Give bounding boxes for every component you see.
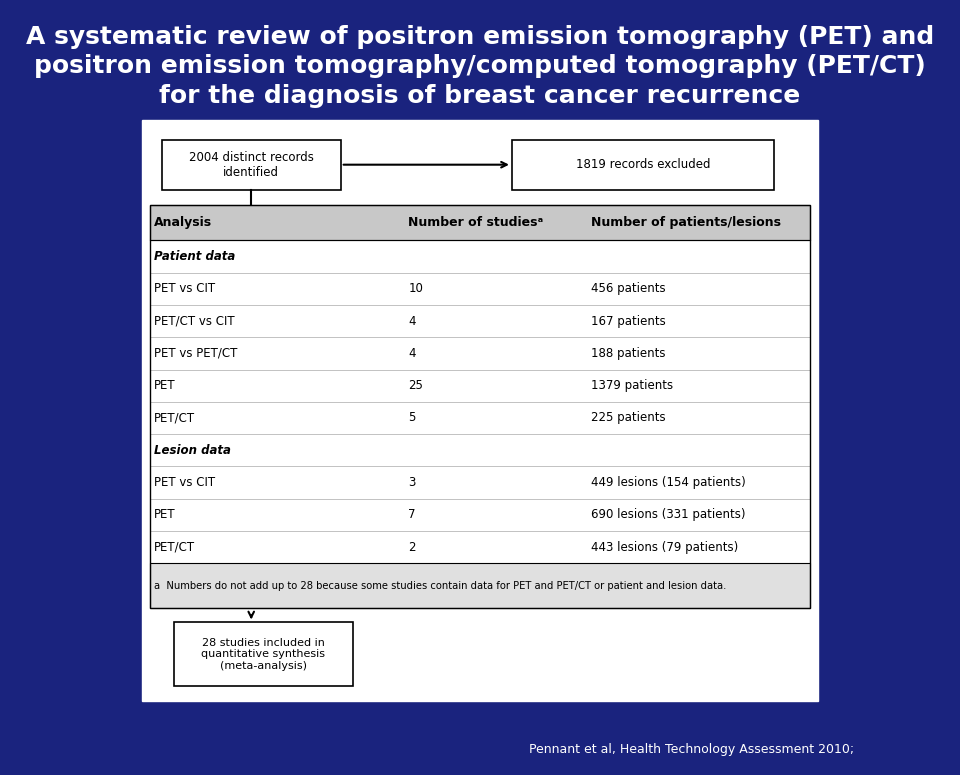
Text: PET vs CIT: PET vs CIT — [154, 282, 215, 295]
Text: 7: 7 — [408, 508, 416, 522]
FancyBboxPatch shape — [161, 140, 341, 190]
Text: Number of studiesᵃ: Number of studiesᵃ — [408, 216, 543, 229]
Text: 2: 2 — [408, 541, 416, 554]
Text: 4: 4 — [408, 347, 416, 360]
Text: for the diagnosis of breast cancer recurrence: for the diagnosis of breast cancer recur… — [159, 84, 801, 108]
Text: PET vs CIT: PET vs CIT — [154, 476, 215, 489]
Text: 1379 patients: 1379 patients — [591, 379, 674, 392]
Text: PET/CT: PET/CT — [154, 541, 195, 554]
FancyBboxPatch shape — [150, 563, 810, 608]
Text: 10: 10 — [408, 282, 423, 295]
FancyBboxPatch shape — [174, 622, 352, 686]
Text: 443 lesions (79 patients): 443 lesions (79 patients) — [591, 541, 738, 554]
Text: 5: 5 — [408, 412, 416, 425]
Text: 449 lesions (154 patients): 449 lesions (154 patients) — [591, 476, 746, 489]
Text: Lesion data: Lesion data — [154, 444, 230, 456]
FancyBboxPatch shape — [142, 120, 818, 701]
FancyBboxPatch shape — [150, 205, 810, 240]
Text: Analysis: Analysis — [154, 216, 212, 229]
Text: 690 lesions (331 patients): 690 lesions (331 patients) — [591, 508, 746, 522]
Text: 225 patients: 225 patients — [591, 412, 666, 425]
Text: PET: PET — [154, 508, 176, 522]
Text: 28 studies included in
quantitative synthesis
(meta-analysis): 28 studies included in quantitative synt… — [202, 638, 325, 670]
Text: positron emission tomography/computed tomography (PET/CT): positron emission tomography/computed to… — [35, 54, 925, 78]
Text: 188 patients: 188 patients — [591, 347, 666, 360]
Text: 167 patients: 167 patients — [591, 315, 666, 328]
Text: 4: 4 — [408, 315, 416, 328]
Text: 2004 distinct records
identified: 2004 distinct records identified — [189, 150, 314, 179]
FancyBboxPatch shape — [512, 140, 775, 190]
Text: A systematic review of positron emission tomography (PET) and: A systematic review of positron emission… — [26, 25, 934, 49]
Text: PET/CT vs CIT: PET/CT vs CIT — [154, 315, 234, 328]
Text: a  Numbers do not add up to 28 because some studies contain data for PET and PET: a Numbers do not add up to 28 because so… — [154, 581, 726, 591]
Text: PET: PET — [154, 379, 176, 392]
Text: PET/CT: PET/CT — [154, 412, 195, 425]
Text: Patient data: Patient data — [154, 250, 235, 263]
Text: 1819 records excluded: 1819 records excluded — [576, 158, 710, 171]
Text: Number of patients/lesions: Number of patients/lesions — [591, 216, 781, 229]
Text: 25: 25 — [408, 379, 423, 392]
Text: 3: 3 — [408, 476, 416, 489]
Text: Pennant et al, Health Technology Assessment 2010;: Pennant et al, Health Technology Assessm… — [529, 742, 854, 756]
Text: PET vs PET/CT: PET vs PET/CT — [154, 347, 237, 360]
Text: 456 patients: 456 patients — [591, 282, 666, 295]
